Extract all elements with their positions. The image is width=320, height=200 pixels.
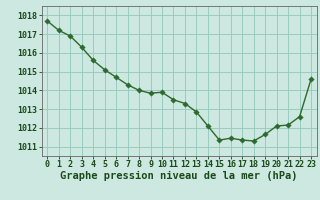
X-axis label: Graphe pression niveau de la mer (hPa): Graphe pression niveau de la mer (hPa) <box>60 171 298 181</box>
